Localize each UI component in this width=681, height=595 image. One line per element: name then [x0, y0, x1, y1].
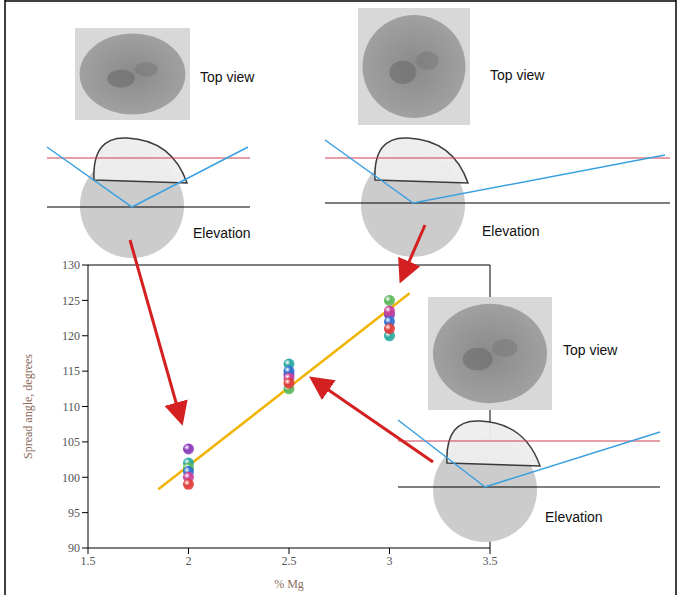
svg-text:2.5: 2.5	[282, 554, 297, 568]
svg-text:% Mg: % Mg	[274, 577, 304, 591]
svg-text:115: 115	[62, 364, 80, 378]
svg-text:95: 95	[68, 506, 80, 520]
svg-text:90: 90	[68, 541, 80, 555]
svg-text:Elevation: Elevation	[545, 509, 603, 525]
svg-text:125: 125	[62, 294, 80, 308]
svg-text:Elevation: Elevation	[482, 223, 540, 239]
svg-text:Elevation: Elevation	[193, 225, 251, 241]
svg-text:105: 105	[62, 435, 80, 449]
svg-text:110: 110	[62, 400, 80, 414]
svg-text:100: 100	[62, 471, 80, 485]
svg-text:3: 3	[387, 554, 393, 568]
svg-text:Top view: Top view	[490, 67, 545, 83]
svg-text:Spread angle, degrees: Spread angle, degrees	[21, 354, 35, 459]
svg-text:130: 130	[62, 258, 80, 272]
svg-text:1.5: 1.5	[81, 554, 96, 568]
svg-text:3.5: 3.5	[483, 554, 498, 568]
svg-text:Top view: Top view	[200, 69, 255, 85]
svg-text:120: 120	[62, 329, 80, 343]
svg-text:2: 2	[186, 554, 192, 568]
svg-text:Top view: Top view	[563, 342, 618, 358]
